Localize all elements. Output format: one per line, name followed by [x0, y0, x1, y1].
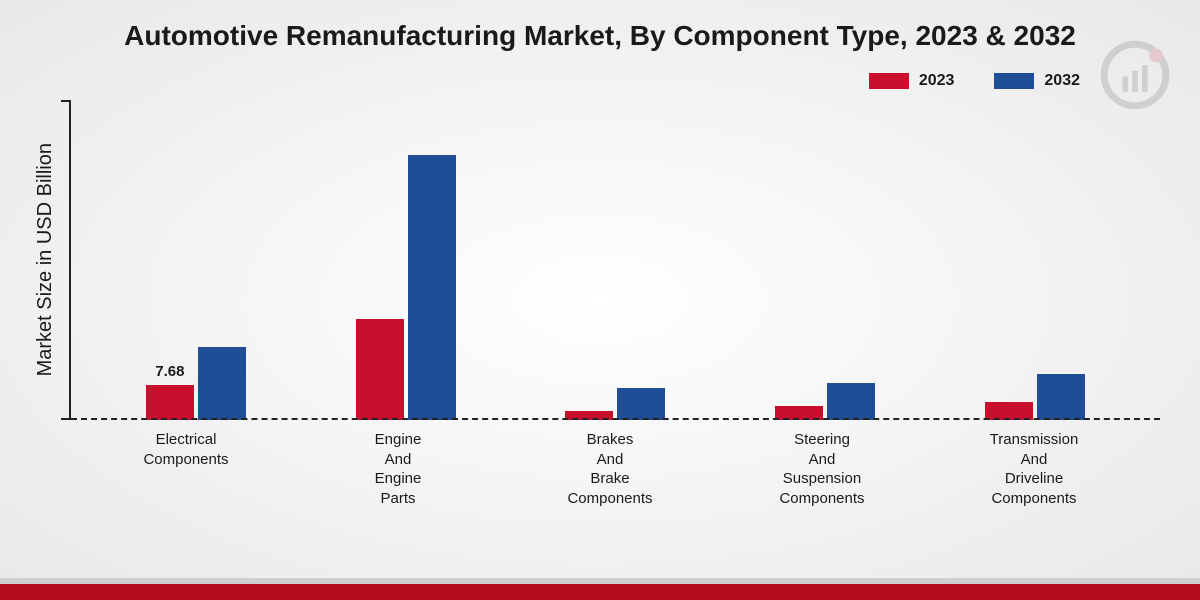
footer-bar-red — [0, 584, 1200, 600]
bar-group: 7.68 — [146, 347, 246, 420]
legend-label-2032: 2032 — [1044, 72, 1080, 90]
x-axis-category-label: Steering And Suspension Components — [716, 430, 928, 508]
bar-2023: 7.68 — [146, 385, 194, 420]
bar-2032 — [617, 388, 665, 420]
x-axis-category-label: Brakes And Brake Components — [504, 430, 716, 508]
bar-2023 — [356, 319, 404, 420]
y-axis-top-tick — [61, 100, 69, 102]
bar-group — [565, 388, 665, 420]
bar-value-label: 7.68 — [155, 363, 184, 380]
bar-2032 — [1037, 374, 1085, 420]
bar-2032 — [198, 347, 246, 420]
y-axis-label: Market Size in USD Billion — [30, 143, 61, 376]
y-axis-bottom-tick — [61, 418, 69, 420]
bar-group — [356, 155, 456, 420]
x-axis-category-label: Engine And Engine Parts — [292, 430, 504, 508]
legend-label-2023: 2023 — [919, 72, 955, 90]
plot-area: 7.68 — [71, 100, 1160, 420]
x-axis-category-label: Electrical Components — [80, 430, 292, 508]
x-axis-baseline — [71, 418, 1160, 420]
bar-group — [985, 374, 1085, 420]
bar-group — [775, 383, 875, 420]
x-axis-labels: Electrical ComponentsEngine And Engine P… — [0, 420, 1200, 508]
legend-item-2032: 2032 — [994, 72, 1080, 90]
legend: 2023 2032 — [0, 52, 1200, 100]
chart-title: Automotive Remanufacturing Market, By Co… — [0, 0, 1200, 52]
legend-swatch-2032 — [994, 73, 1034, 89]
x-axis-category-label: Transmission And Driveline Components — [928, 430, 1140, 508]
legend-item-2023: 2023 — [869, 72, 955, 90]
bar-2032 — [408, 155, 456, 420]
bar-2032 — [827, 383, 875, 420]
y-axis-line — [61, 100, 71, 420]
legend-swatch-2023 — [869, 73, 909, 89]
